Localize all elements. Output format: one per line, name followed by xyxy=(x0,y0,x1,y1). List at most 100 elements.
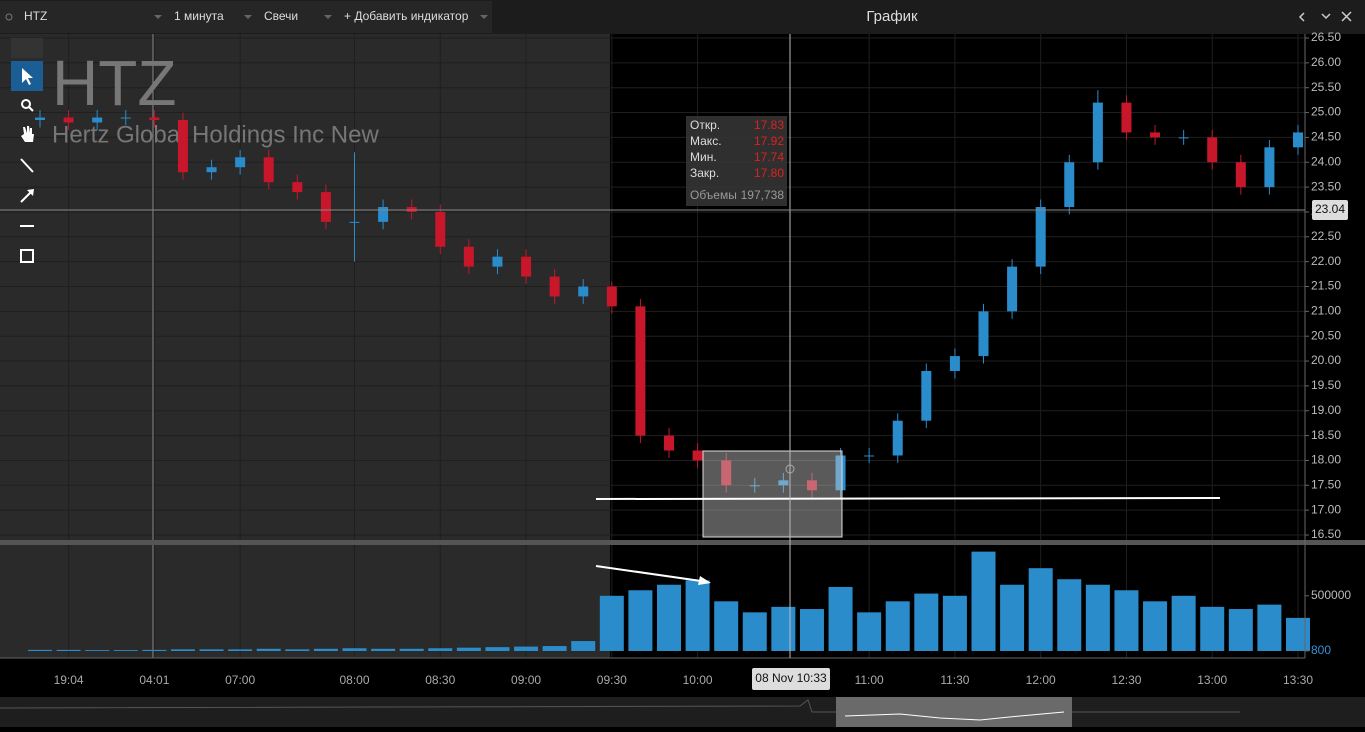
interval[interactable]: 1 минута xyxy=(174,9,224,23)
volume-bar xyxy=(1257,604,1282,651)
volume-bar xyxy=(714,601,739,651)
support-line[interactable] xyxy=(595,497,1221,500)
candle-body xyxy=(778,480,789,486)
volume-bar xyxy=(657,584,681,651)
volume-tick-label: 800 xyxy=(1311,643,1331,657)
info-value: 17.80 xyxy=(754,166,784,180)
candle-body xyxy=(921,370,932,421)
crosshair-time-box xyxy=(752,668,830,690)
y-tick-label: 26.50 xyxy=(1311,30,1341,44)
volume-bar xyxy=(113,650,138,651)
candle-body xyxy=(120,117,131,119)
volume-bar xyxy=(170,649,195,651)
volume-bar xyxy=(1057,579,1082,651)
x-tick-label: 12:30 xyxy=(1111,673,1141,687)
candle-body xyxy=(177,120,188,173)
y-tick-label: 25.50 xyxy=(1311,80,1341,94)
y-tick-label: 26.00 xyxy=(1311,55,1341,69)
dropdown[interactable] xyxy=(154,15,162,19)
line-tool[interactable] xyxy=(20,158,34,173)
dropdown[interactable] xyxy=(324,15,332,19)
candle-body xyxy=(1264,147,1275,188)
close-button[interactable] xyxy=(1341,11,1352,22)
grid xyxy=(0,34,1305,658)
volume-bar xyxy=(342,648,367,651)
candle-body xyxy=(149,117,160,121)
candle-body xyxy=(549,276,560,297)
candle-body xyxy=(949,356,960,371)
rect-tool[interactable] xyxy=(20,249,34,263)
zoom-icon[interactable] xyxy=(21,99,31,109)
candle-body xyxy=(1178,137,1189,139)
crosshair-price-box xyxy=(1312,199,1348,220)
candle-body xyxy=(35,117,45,121)
volume-bar xyxy=(142,649,167,651)
chart-style[interactable]: Свечи xyxy=(264,9,298,23)
candle-body xyxy=(892,420,903,456)
candle-body xyxy=(521,256,532,277)
volume-bar xyxy=(456,647,481,651)
info-label: Макс. xyxy=(690,134,722,148)
collapse-button[interactable] xyxy=(1321,13,1331,20)
dropdown[interactable] xyxy=(244,15,252,19)
volume-bar xyxy=(771,606,796,651)
volume-bar xyxy=(971,551,996,651)
y-tick-label: 19.50 xyxy=(1311,378,1341,392)
volume-bar xyxy=(485,647,510,651)
y-tick-label: 17.50 xyxy=(1311,477,1341,491)
symbol[interactable]: HTZ xyxy=(24,9,47,23)
y-tick-label: 18.00 xyxy=(1311,453,1341,467)
candle-body xyxy=(1207,137,1218,163)
crosshair-time: 08 Nov 10:33 xyxy=(755,671,827,685)
arrow-tool-head xyxy=(27,189,34,196)
volume-bar xyxy=(256,648,281,651)
dropdown[interactable] xyxy=(480,15,488,19)
y-tick-label: 23.50 xyxy=(1311,179,1341,193)
candle-body xyxy=(235,157,246,168)
volume-bar xyxy=(285,649,310,651)
rectangle-drawing[interactable] xyxy=(702,450,843,538)
hand-icon[interactable] xyxy=(21,126,34,142)
volume-bar xyxy=(571,641,596,651)
volume-bar xyxy=(942,595,967,651)
candle-body xyxy=(635,306,646,436)
candle-body xyxy=(806,480,817,491)
candle-body xyxy=(1121,102,1132,133)
y-tick-label: 18.50 xyxy=(1311,428,1341,442)
x-tick-label: 11:00 xyxy=(855,673,884,687)
arrow-drawing[interactable] xyxy=(595,565,709,583)
info-volume-value: 197,738 xyxy=(741,188,785,202)
volume-bar xyxy=(1171,595,1196,651)
tool-handle[interactable] xyxy=(11,38,43,58)
zoom-handle xyxy=(28,106,34,112)
watermark-name: Hertz Global Holdings Inc New xyxy=(52,121,379,148)
add-indicator[interactable]: + Добавить индикатор xyxy=(344,9,469,23)
volume-bar xyxy=(1000,584,1025,651)
x-tick-label: 09:30 xyxy=(597,673,627,687)
volume-bar xyxy=(799,609,824,651)
volume-bar xyxy=(56,649,81,651)
candle-body xyxy=(1235,162,1246,188)
x-tick-label: 11:30 xyxy=(940,673,969,687)
volume-bar xyxy=(828,586,853,651)
arrow-head xyxy=(698,576,711,585)
candle-body xyxy=(492,256,503,267)
volume-bar xyxy=(1028,568,1053,651)
navigator-window[interactable] xyxy=(836,697,1072,727)
info-label: Откр. xyxy=(690,118,720,132)
back-button[interactable] xyxy=(1298,12,1305,22)
candle-body xyxy=(63,117,74,123)
link-icon[interactable] xyxy=(5,13,13,21)
candle-body xyxy=(1293,132,1303,148)
candle-body xyxy=(292,182,303,193)
info-box: Откр. 17.83 Макс. 17.92 Мин. 17.74 Закр.… xyxy=(686,116,787,206)
candle-body xyxy=(1035,206,1046,267)
volume-bar xyxy=(371,648,396,651)
candle-body xyxy=(1150,132,1161,138)
info-volume-label: Объемы xyxy=(690,188,737,202)
volume-bar xyxy=(228,649,253,651)
y-tick-label: 20.50 xyxy=(1311,328,1341,342)
volume-bar xyxy=(85,650,110,651)
y-tick-label: 22.50 xyxy=(1311,229,1341,243)
volume-bar xyxy=(685,580,710,651)
